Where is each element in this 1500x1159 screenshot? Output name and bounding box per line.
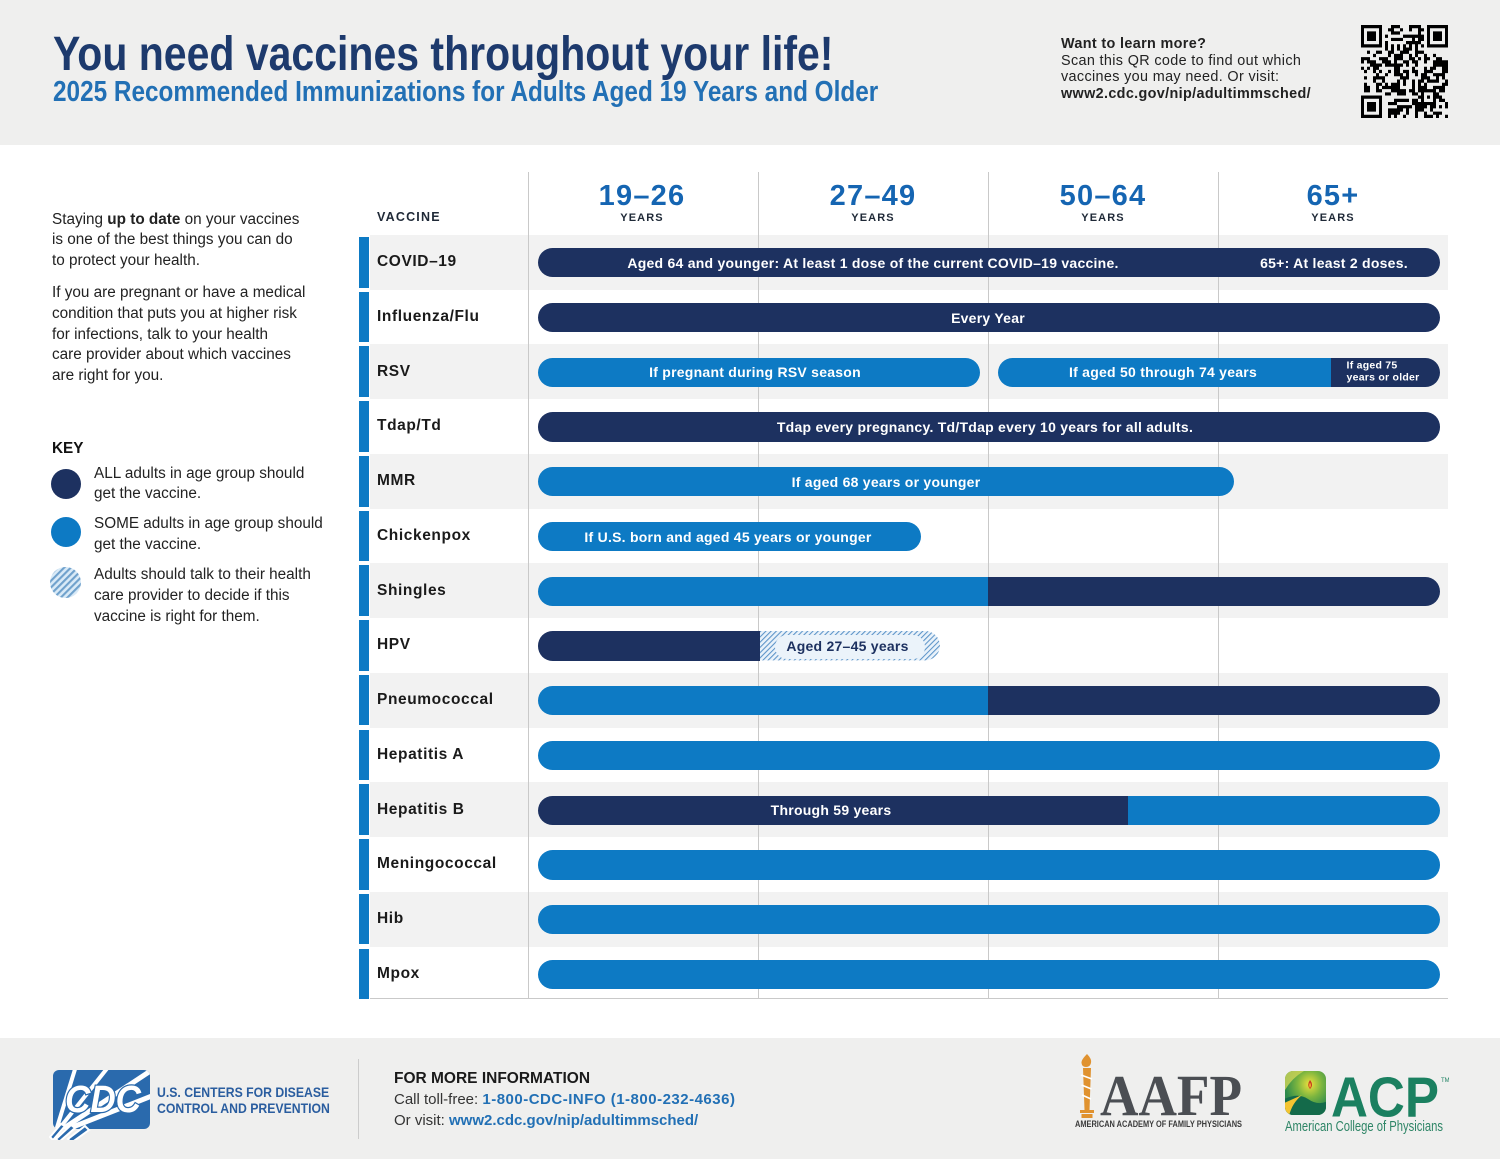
svg-text:AMERICAN ACADEMY OF FAMILY PHY: AMERICAN ACADEMY OF FAMILY PHYSICIANS xyxy=(1075,1119,1242,1129)
svg-text:ACP: ACP xyxy=(1331,1068,1439,1130)
svg-text:CDC: CDC xyxy=(65,1079,142,1121)
svg-text:TM: TM xyxy=(1441,1078,1449,1084)
svg-text:AAFP: AAFP xyxy=(1100,1063,1242,1128)
svg-text:American College of Physicians: American College of Physicians xyxy=(1285,1119,1443,1134)
